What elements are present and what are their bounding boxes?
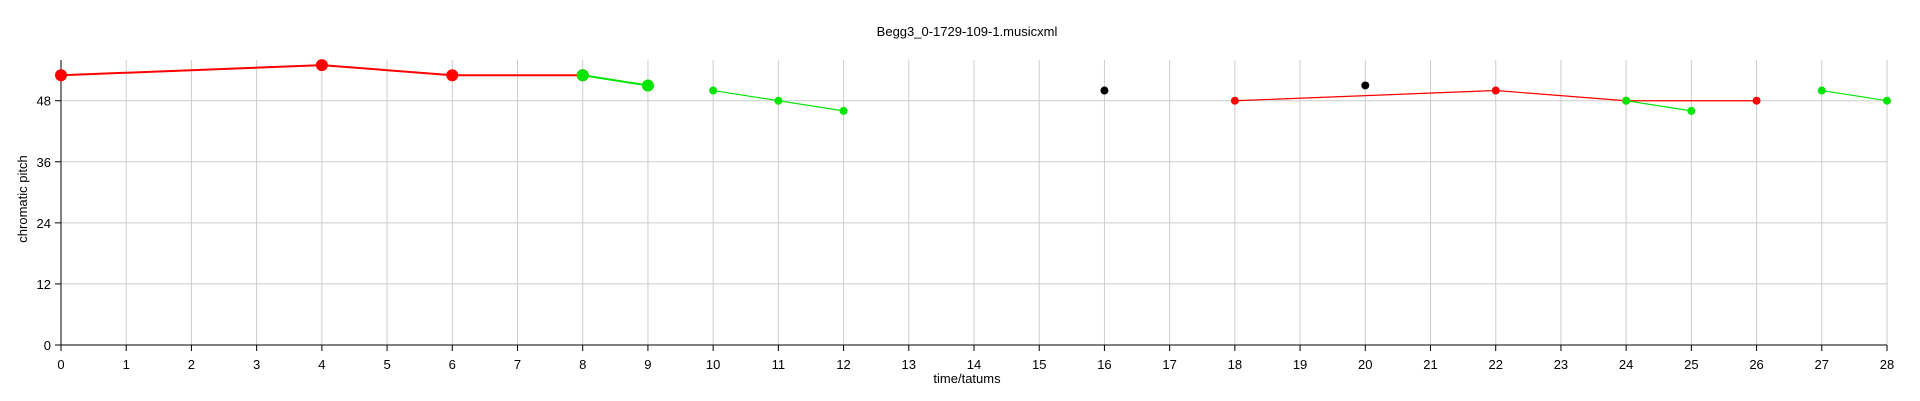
series-1 — [576, 69, 654, 92]
x-tick-label: 25 — [1684, 357, 1698, 372]
x-tick-label: 23 — [1554, 357, 1568, 372]
data-point — [1230, 96, 1239, 105]
series-line — [60, 64, 583, 77]
series-3 — [1100, 86, 1109, 95]
x-tick-label: 15 — [1032, 357, 1046, 372]
data-point — [1883, 96, 1891, 105]
y-tick-label: 12 — [37, 277, 51, 292]
data-point — [709, 86, 718, 95]
x-axis-title: time/tatums — [933, 371, 1001, 386]
x-tick-label: 8 — [579, 357, 586, 372]
data-point — [1622, 96, 1631, 105]
y-ticks: 0 12 24 36 48 — [37, 94, 61, 353]
x-tick-label: 16 — [1097, 357, 1111, 372]
data-point — [55, 69, 67, 82]
x-tick-label: 6 — [449, 357, 456, 372]
chart-title: Begg3_0-1729-109-1.musicxml — [877, 24, 1058, 39]
x-tick-label: 24 — [1619, 357, 1633, 372]
series-line — [1626, 100, 1692, 112]
data-point — [1752, 96, 1761, 105]
data-point — [1491, 86, 1500, 95]
x-tick-label: 19 — [1293, 357, 1307, 372]
data-point — [774, 96, 783, 105]
x-tick-label: 17 — [1162, 357, 1176, 372]
x-tick-label: 21 — [1423, 357, 1437, 372]
series-layer — [55, 59, 1891, 115]
x-tick-label: 3 — [253, 357, 260, 372]
x-tick-label: 1 — [123, 357, 130, 372]
x-tick-label: 20 — [1358, 357, 1372, 372]
series-7 — [1817, 86, 1891, 105]
x-tick-label: 18 — [1228, 357, 1242, 372]
x-tick-label: 4 — [318, 357, 325, 372]
y-tick-label: 36 — [37, 155, 51, 170]
y-axis-title: chromatic pitch — [15, 155, 30, 242]
series-line — [1234, 89, 1757, 102]
x-tick-label: 28 — [1880, 357, 1894, 372]
x-tick-label: 10 — [706, 357, 720, 372]
x-tick-label: 0 — [57, 357, 64, 372]
x-tick-label: 26 — [1749, 357, 1763, 372]
data-point — [1817, 86, 1826, 95]
y-tick-label: 0 — [44, 338, 51, 353]
data-point — [576, 69, 589, 82]
x-tick-label: 11 — [772, 357, 786, 372]
grid — [60, 60, 1888, 346]
data-point — [315, 59, 328, 72]
data-point — [641, 79, 654, 92]
series-line — [582, 74, 649, 87]
x-tick-label: 13 — [902, 357, 916, 372]
x-tick-label: 9 — [644, 357, 651, 372]
series-4 — [1361, 81, 1370, 90]
x-tick-label: 14 — [967, 357, 981, 372]
data-point — [446, 69, 459, 82]
x-tick-label: 2 — [188, 357, 195, 372]
x-tick-label: 27 — [1815, 357, 1829, 372]
x-tick-label: 5 — [383, 357, 390, 372]
y-tick-label: 24 — [37, 216, 51, 231]
data-point — [1687, 106, 1696, 115]
series-2 — [709, 86, 848, 115]
x-tick-label: 7 — [514, 357, 521, 372]
x-ticks: 0 1 2 3 4 5 6 7 8 9 10 11 12 13 14 15 16 17 18 19 20 21 22 23 24… — [57, 345, 1894, 372]
y-tick-label: 48 — [37, 94, 51, 109]
data-point — [839, 106, 848, 115]
x-tick-label: 12 — [836, 357, 850, 372]
series-line — [1821, 89, 1888, 102]
series-6 — [1622, 96, 1696, 115]
x-tick-label: 22 — [1488, 357, 1502, 372]
data-point — [1100, 86, 1109, 95]
data-point — [1361, 81, 1370, 90]
